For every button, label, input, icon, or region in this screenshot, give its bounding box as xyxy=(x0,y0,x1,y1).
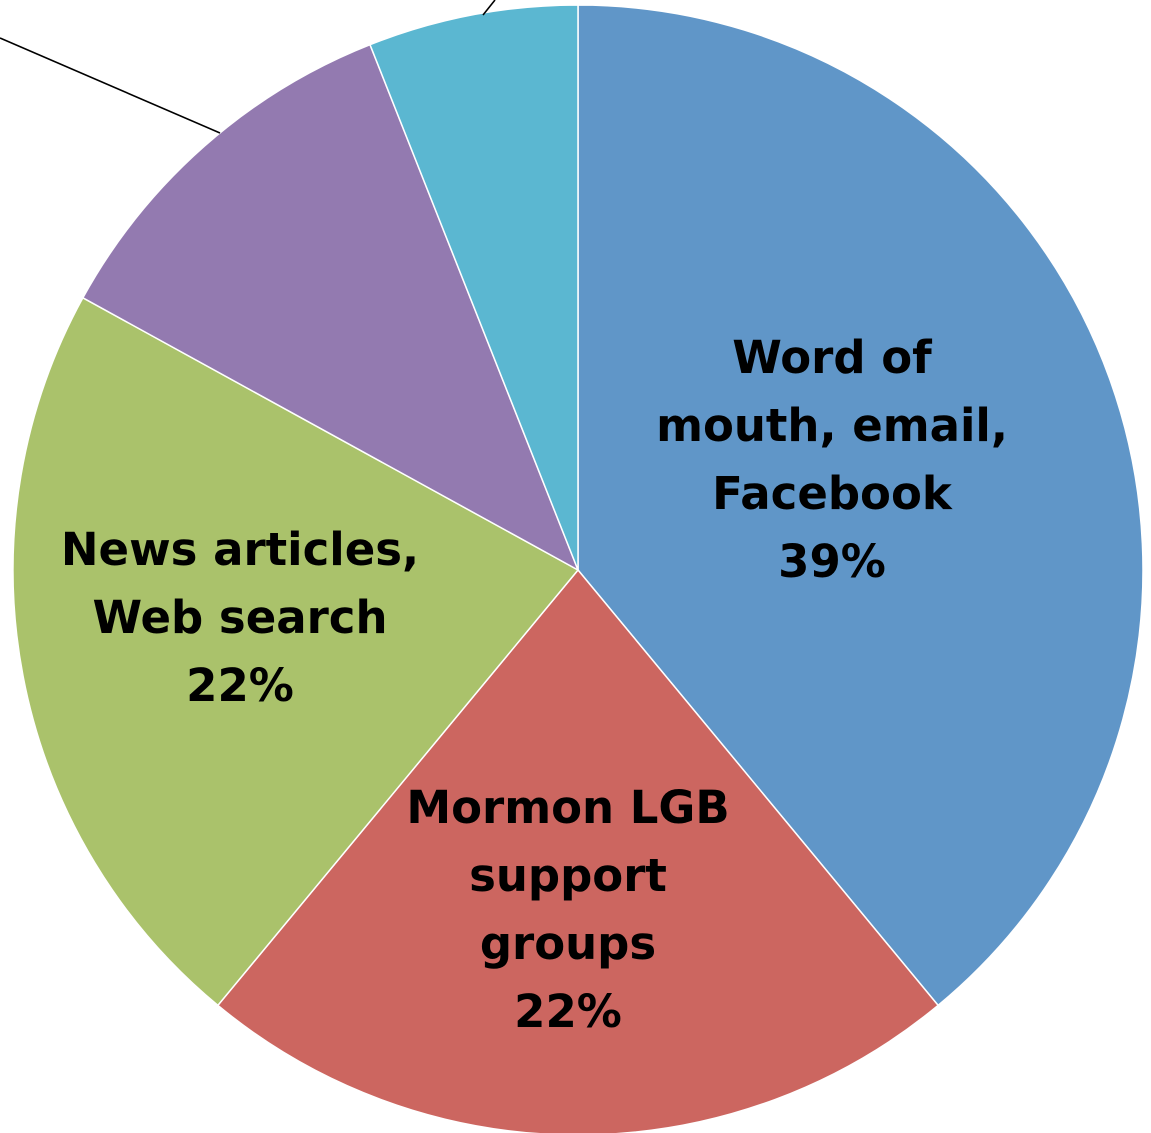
slice-label-line: Mormon LGB xyxy=(406,781,729,834)
pie-slice-2 xyxy=(216,568,940,1133)
slice-label-line: Facebook xyxy=(712,467,953,520)
pie-slices xyxy=(12,4,1144,1133)
slice-label-line: mouth, email, xyxy=(656,399,1008,452)
slice-label-line: Word of xyxy=(732,331,932,384)
slice-value-label: 39% xyxy=(778,535,886,588)
leader-line-cyan xyxy=(482,0,496,16)
slice-label-line: Web search xyxy=(92,591,387,644)
slice-label-2: Mormon LGB support groups 22% xyxy=(406,781,729,1038)
slice-label-1: Word of mouth, email, Facebook 39% xyxy=(656,331,1008,588)
slice-label-3: News articles, Web search 22% xyxy=(61,523,419,712)
pie-slice-3 xyxy=(12,296,580,1007)
pie-slice-5 xyxy=(369,4,579,571)
slice-label-line: support xyxy=(469,849,667,902)
leader-lines xyxy=(0,0,496,134)
slice-label-line: News articles, xyxy=(61,523,419,576)
slice-value-label: 22% xyxy=(514,985,622,1038)
slice-labels: Word of mouth, email, Facebook 39% Mormon LG… xyxy=(61,331,1008,1038)
pie-slice-4 xyxy=(81,43,580,572)
slice-label-line: groups xyxy=(480,917,656,970)
leader-line-purple xyxy=(0,37,221,134)
pie-slice-1 xyxy=(577,4,1144,1007)
slice-value-label: 22% xyxy=(186,659,294,712)
